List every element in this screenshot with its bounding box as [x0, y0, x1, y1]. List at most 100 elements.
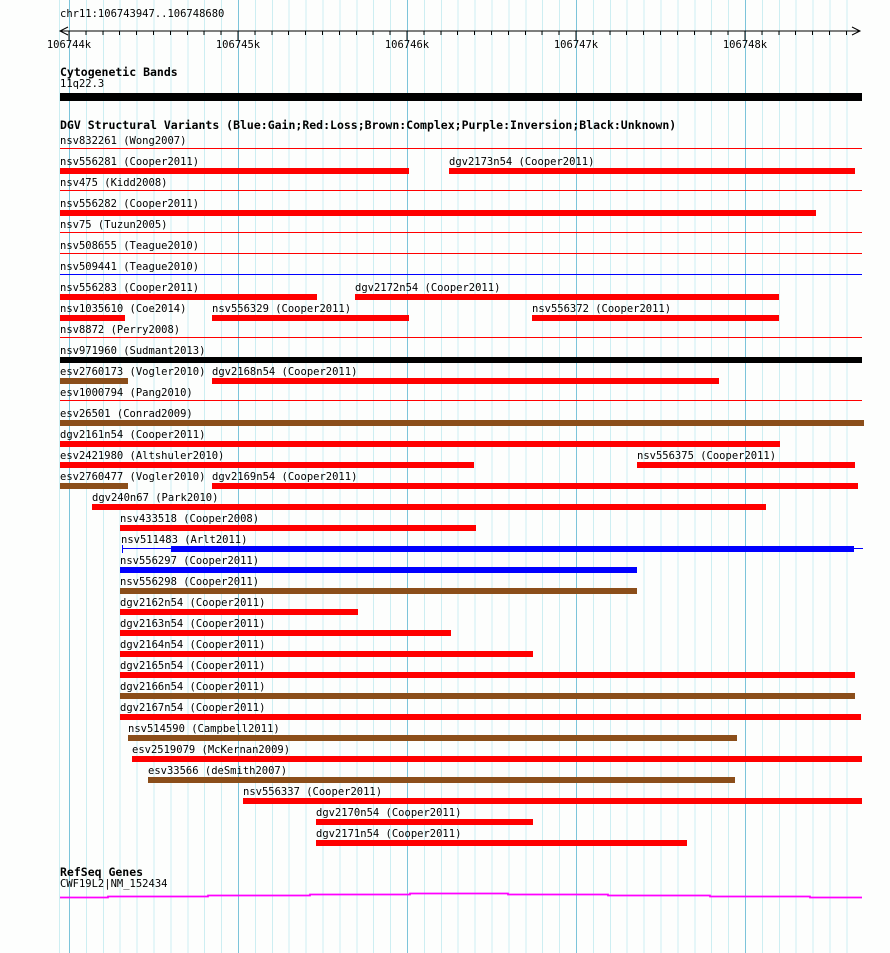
variant-label[interactable]: nsv511483 (Arlt2011) — [121, 534, 248, 546]
variant-label[interactable]: nsv433518 (Cooper2008) — [120, 513, 260, 525]
variant-label[interactable]: dgv2170n54 (Cooper2011) — [316, 807, 462, 819]
variant-bar[interactable] — [212, 315, 409, 321]
variant-bar[interactable] — [120, 651, 533, 657]
grid-major-line — [745, 0, 746, 953]
variant-label[interactable]: dgv2168n54 (Cooper2011) — [212, 366, 358, 378]
variant-bar[interactable] — [148, 777, 735, 783]
axis-tick-label: 106745k — [216, 39, 261, 51]
variant-label[interactable]: nsv556297 (Cooper2011) — [120, 555, 260, 567]
variant-label[interactable]: dgv2162n54 (Cooper2011) — [120, 597, 266, 609]
cytoband-label: 11q22.3 — [60, 78, 105, 90]
gene-structure-glyph[interactable] — [0, 888, 890, 904]
variant-label[interactable]: esv2421980 (Altshuler2010) — [60, 450, 225, 462]
ruler-left-arrow-icon — [58, 26, 69, 36]
variant-label[interactable]: dgv2173n54 (Cooper2011) — [449, 156, 595, 168]
variant-label[interactable]: esv2760477 (Vogler2010) — [60, 471, 206, 483]
variant-label[interactable]: esv2760173 (Vogler2010) — [60, 366, 206, 378]
variant-label[interactable]: nsv509441 (Teague2010) — [60, 261, 200, 273]
variant-label[interactable]: dgv240n67 (Park2010) — [92, 492, 219, 504]
variant-line[interactable] — [60, 190, 862, 191]
variant-label[interactable]: nsv8872 (Perry2008) — [60, 324, 181, 336]
variant-label[interactable]: nsv832261 (Wong2007) — [60, 135, 187, 147]
variant-bar[interactable] — [243, 798, 862, 804]
variant-label[interactable]: nsv1035610 (Coe2014) — [60, 303, 187, 315]
variant-label[interactable]: esv2519079 (McKernan2009) — [132, 744, 291, 756]
variant-range-line[interactable] — [854, 548, 863, 549]
variant-label[interactable]: nsv508655 (Teague2010) — [60, 240, 200, 252]
variant-label[interactable]: nsv556298 (Cooper2011) — [120, 576, 260, 588]
variant-bar[interactable] — [132, 756, 862, 762]
variant-bar[interactable] — [637, 462, 855, 468]
cytoband-bar[interactable] — [60, 93, 862, 101]
grid-major-line — [576, 0, 577, 953]
variant-bar[interactable] — [60, 315, 125, 321]
variant-label[interactable]: dgv2169n54 (Cooper2011) — [212, 471, 358, 483]
variant-bar[interactable] — [120, 588, 637, 594]
variant-bar[interactable] — [92, 504, 766, 510]
variant-label[interactable]: dgv2166n54 (Cooper2011) — [120, 681, 266, 693]
variant-label[interactable]: nsv556329 (Cooper2011) — [212, 303, 352, 315]
variant-bar[interactable] — [212, 483, 858, 489]
variant-line[interactable] — [60, 400, 862, 401]
variant-label[interactable]: dgv2171n54 (Cooper2011) — [316, 828, 462, 840]
variant-bar[interactable] — [128, 735, 737, 741]
variant-label[interactable]: esv26501 (Conrad2009) — [60, 408, 193, 420]
variant-bar[interactable] — [532, 315, 779, 321]
variant-bar[interactable] — [60, 294, 317, 300]
variant-bar[interactable] — [60, 462, 474, 468]
variant-label[interactable]: nsv556281 (Cooper2011) — [60, 156, 200, 168]
variant-line[interactable] — [60, 253, 862, 254]
variant-label[interactable]: dgv2164n54 (Cooper2011) — [120, 639, 266, 651]
variant-bar[interactable] — [60, 483, 128, 489]
variant-label[interactable]: nsv556282 (Cooper2011) — [60, 198, 200, 210]
region-title: chr11:106743947..106748680 — [60, 8, 225, 20]
gene-label[interactable]: CWF19L2|NM_152434 — [60, 878, 168, 890]
variant-bar[interactable] — [120, 693, 855, 699]
variant-bar[interactable] — [120, 609, 358, 615]
variant-bar[interactable] — [120, 672, 855, 678]
variant-bar[interactable] — [120, 630, 451, 636]
variant-label[interactable]: esv33566 (deSmith2007) — [148, 765, 288, 777]
variant-bar[interactable] — [120, 567, 637, 573]
variant-line[interactable] — [60, 337, 862, 338]
variant-label[interactable]: dgv2167n54 (Cooper2011) — [120, 702, 266, 714]
variant-bar[interactable] — [449, 168, 855, 174]
variant-label[interactable]: dgv2172n54 (Cooper2011) — [355, 282, 501, 294]
variant-bar[interactable] — [120, 525, 476, 531]
ruler-right-arrow-icon — [851, 26, 862, 36]
variant-label[interactable]: nsv514590 (Campbell2011) — [128, 723, 280, 735]
variant-bar[interactable] — [212, 378, 719, 384]
variant-label[interactable]: nsv971960 (Sudmant2013) — [60, 345, 206, 357]
gene-intron-line[interactable] — [60, 892, 862, 899]
variant-line[interactable] — [60, 232, 862, 233]
variant-label[interactable]: esv1000794 (Pang2010) — [60, 387, 193, 399]
axis-tick-label: 106746k — [385, 39, 430, 51]
variant-range-line[interactable] — [123, 548, 171, 549]
variant-bar[interactable] — [60, 210, 816, 216]
variant-label[interactable]: nsv556283 (Cooper2011) — [60, 282, 200, 294]
variant-label[interactable]: nsv556337 (Cooper2011) — [243, 786, 383, 798]
ruler-axis: 106744k 106745k 106746k 106747k 106748k — [47, 26, 862, 51]
variant-bar[interactable] — [60, 420, 864, 426]
variant-bar[interactable] — [60, 357, 862, 363]
variant-bar[interactable] — [60, 441, 780, 447]
variant-label[interactable]: dgv2161n54 (Cooper2011) — [60, 429, 206, 441]
variant-label[interactable]: dgv2165n54 (Cooper2011) — [120, 660, 266, 672]
variant-bar[interactable] — [60, 168, 409, 174]
variant-label[interactable]: nsv556375 (Cooper2011) — [637, 450, 777, 462]
variant-bar[interactable] — [316, 819, 533, 825]
variant-label[interactable]: dgv2163n54 (Cooper2011) — [120, 618, 266, 630]
variant-label[interactable]: nsv556372 (Cooper2011) — [532, 303, 672, 315]
variant-range-end-tick[interactable] — [122, 545, 123, 553]
variant-bar[interactable] — [171, 546, 854, 552]
variant-bar[interactable] — [316, 840, 687, 846]
axis-tick-label: 106747k — [554, 39, 599, 51]
variant-line[interactable] — [60, 274, 862, 275]
variant-bar[interactable] — [60, 378, 128, 384]
variant-bar[interactable] — [355, 294, 779, 300]
variant-line[interactable] — [60, 148, 862, 149]
variant-bar[interactable] — [120, 714, 861, 720]
variant-label[interactable]: nsv475 (Kidd2008) — [60, 177, 168, 189]
variant-label[interactable]: nsv75 (Tuzun2005) — [60, 219, 168, 231]
